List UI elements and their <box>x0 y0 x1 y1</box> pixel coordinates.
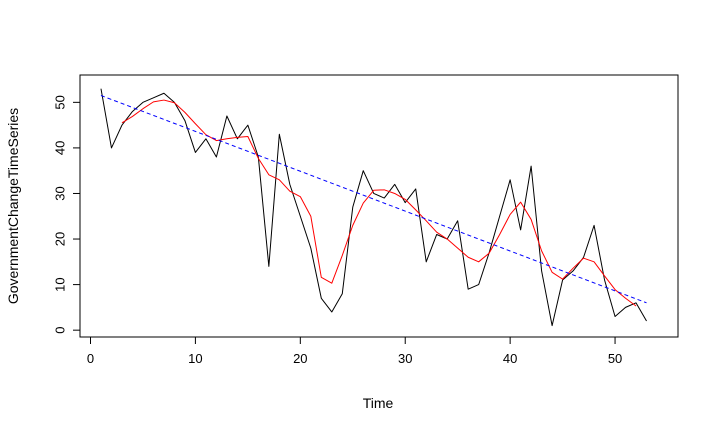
series-line-0 <box>100 88 647 327</box>
x-axis: 0 10 20 30 40 50 <box>87 336 622 366</box>
y-tick-label: 0 <box>53 327 68 334</box>
y-tick-label: 50 <box>52 95 67 109</box>
plot-frame <box>79 74 679 338</box>
y-tick-label: 20 <box>53 232 68 246</box>
series-line-2 <box>100 95 647 304</box>
y-axis: 0 10 20 30 40 50 <box>52 95 81 334</box>
x-tick-label: 0 <box>87 351 94 366</box>
x-tick-label: 30 <box>398 351 412 366</box>
x-axis-title: Time <box>363 395 394 411</box>
series-line-1 <box>121 99 637 307</box>
x-tick-label: 20 <box>293 351 307 366</box>
y-tick-label: 30 <box>53 186 68 200</box>
series-layer <box>100 88 647 327</box>
x-tick-label: 50 <box>608 351 622 366</box>
y-tick-label: 10 <box>53 277 68 291</box>
x-tick-label: 10 <box>188 351 202 366</box>
y-axis-title: GovernmentChangeTimeSeries <box>5 108 21 304</box>
y-tick-label: 40 <box>53 141 68 155</box>
x-tick-label: 40 <box>503 351 517 366</box>
